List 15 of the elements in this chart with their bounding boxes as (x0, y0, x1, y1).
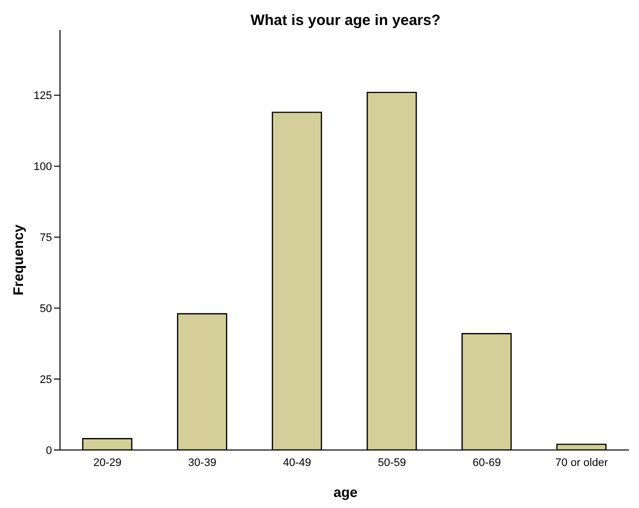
x-tick-label: 70 or older (555, 456, 608, 469)
x-tick-label: 40-49 (283, 456, 312, 469)
x-axis-title: age (332, 484, 359, 500)
y-tick-label: 100 (34, 161, 52, 174)
y-tick-label: 50 (40, 303, 52, 316)
chart-title: What is your age in years? (249, 12, 442, 29)
x-tick-label: 20-29 (93, 456, 122, 469)
y-tick-label: 75 (40, 232, 52, 244)
x-tick-label: 50-59 (378, 456, 406, 469)
x-tick-label: 30-39 (188, 456, 216, 469)
y-tick-label: 125 (34, 90, 52, 102)
x-tick-label: 60-69 (472, 456, 501, 469)
y-tick-label: 0 (46, 444, 52, 457)
y-axis-title: Frequency (10, 224, 26, 298)
y-tick-label: 25 (40, 374, 52, 386)
